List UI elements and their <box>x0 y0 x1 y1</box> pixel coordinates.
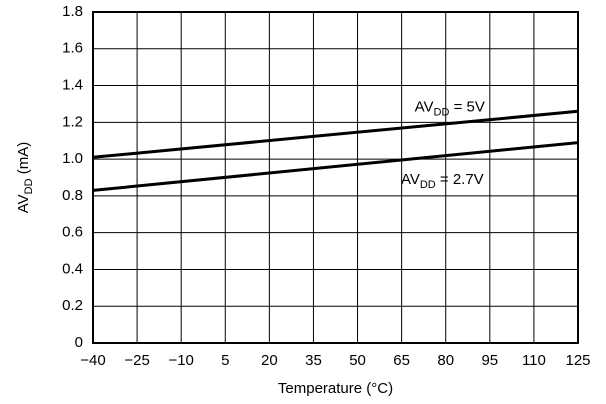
y-tick-label: 1.6 <box>62 40 83 57</box>
series-label-base: AV <box>415 99 434 116</box>
y-axis-title-sub: DD <box>23 178 35 194</box>
y-tick-label: 0.8 <box>62 187 83 204</box>
series-line-1 <box>92 141 579 192</box>
series-line-0 <box>92 109 579 159</box>
y-axis-title-suffix: (mA) <box>15 142 32 179</box>
x-tick-label: −10 <box>168 352 193 369</box>
series-label-avdd-5v: AVDD = 5V <box>415 99 485 119</box>
x-tick-label: 20 <box>261 352 278 369</box>
series-label-base: AV <box>401 171 420 188</box>
y-axis-title-base: AV <box>15 194 32 213</box>
x-tick-label: 110 <box>522 352 546 369</box>
x-tick-label: 80 <box>437 352 454 369</box>
x-tick-label: 50 <box>349 352 366 369</box>
x-axis-title: Temperature (°C) <box>278 380 393 397</box>
series-label-sub: DD <box>420 179 436 191</box>
y-tick-label: 1.4 <box>62 77 83 94</box>
series-label-sub: DD <box>434 107 450 119</box>
x-tick-label: −25 <box>124 352 149 369</box>
x-tick-label: 125 <box>565 352 590 369</box>
series-label-suffix: = 2.7V <box>436 171 484 188</box>
x-tick-label: 95 <box>481 352 498 369</box>
y-tick-label: 1.8 <box>62 3 83 20</box>
y-tick-label: 0.4 <box>62 260 83 277</box>
series-label-suffix: = 5V <box>449 99 484 116</box>
series-label-avdd-2-7v: AVDD = 2.7V <box>401 171 484 191</box>
y-tick-label: 0.2 <box>62 297 83 314</box>
x-tick-label: 65 <box>393 352 410 369</box>
x-tick-label: −40 <box>80 352 105 369</box>
y-tick-label: 0 <box>75 334 83 351</box>
x-tick-labels: −40 −25 −10 5 20 35 50 65 80 95 110 125 <box>80 352 590 369</box>
y-tick-label: 0.6 <box>62 224 83 241</box>
plot-frame <box>92 11 579 344</box>
y-tick-labels: 0 0.2 0.4 0.6 0.8 1.0 1.2 1.4 1.6 1.8 <box>62 3 83 351</box>
series-layer <box>92 109 579 192</box>
y-axis-title: AVDD (mA) <box>15 142 35 213</box>
x-tick-label: 5 <box>221 352 229 369</box>
grid <box>93 12 578 343</box>
y-tick-label: 1.0 <box>62 150 83 167</box>
x-tick-label: 35 <box>305 352 322 369</box>
y-tick-label: 1.2 <box>62 113 83 130</box>
